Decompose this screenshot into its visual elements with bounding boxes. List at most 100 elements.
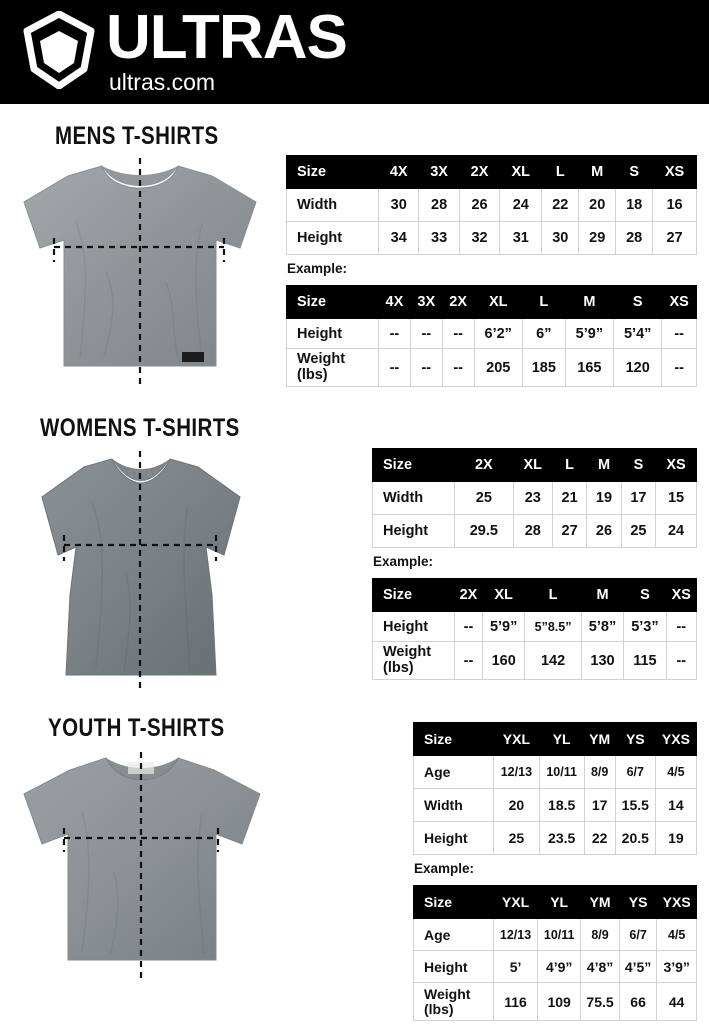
col-header: S: [623, 578, 667, 612]
cell: 4/5: [654, 755, 698, 789]
cell: 26: [586, 514, 622, 548]
cell: 3’9”: [656, 950, 697, 983]
col-header: YXS: [654, 722, 698, 756]
cell: 23.5: [538, 821, 585, 855]
col-header: 3X: [409, 285, 443, 319]
cell: --: [454, 611, 483, 642]
col-header: M: [578, 155, 617, 189]
col-header: YM: [580, 885, 620, 919]
row-label-line2: (lbs): [383, 659, 414, 676]
cell: 75.5: [580, 982, 620, 1021]
cell: 34: [377, 221, 420, 255]
cell: --: [661, 348, 697, 387]
col-header: M: [586, 448, 622, 482]
cell: 26: [458, 188, 501, 222]
brand-website: ultras.com: [109, 68, 216, 95]
brand-name: ULTRAS: [106, 2, 348, 72]
cell: 17: [583, 788, 616, 822]
row-label: Width: [413, 788, 494, 822]
cell: 66: [618, 982, 658, 1021]
cell: 6/7: [618, 918, 658, 951]
row-label-line1: Weight: [424, 985, 471, 1002]
col-header: XL: [512, 448, 553, 482]
col-header: YL: [537, 885, 582, 919]
col-header: Size: [413, 885, 494, 919]
cell: 5’8”: [580, 611, 625, 642]
cell: 10/11: [537, 918, 582, 951]
mens-tshirt-illustration: [6, 152, 274, 392]
table-row: Height -- -- -- 6’2” 6” 5’9” 5’4” --: [286, 318, 697, 349]
col-header: 4X: [378, 285, 411, 319]
col-header: M: [564, 285, 615, 319]
cell: 15.5: [614, 788, 656, 822]
cell: 130: [580, 641, 625, 680]
section-title-mens: MENS T-SHIRTS: [55, 122, 219, 150]
cell: --: [665, 641, 698, 680]
cell: 17: [620, 481, 657, 515]
row-label-line2: (lbs): [424, 1000, 454, 1017]
cell: 5”8.5”: [524, 611, 582, 642]
table-row: Weight (lbs) -- 160 142 130 115 --: [372, 641, 698, 680]
cell: 44: [656, 982, 697, 1021]
mens-example-table: Size 4X 3X 2X XL L M S XS Height -- -- -…: [286, 285, 697, 387]
cell: 5’: [492, 950, 539, 983]
row-label: Height: [372, 611, 455, 642]
cell: 31: [499, 221, 543, 255]
cell: 8/9: [580, 918, 620, 951]
col-header: 3X: [418, 155, 460, 189]
col-header: YS: [618, 885, 658, 919]
row-label-line1: Weight: [297, 351, 346, 368]
col-header: 4X: [377, 155, 420, 189]
col-header: YXL: [493, 722, 540, 756]
cell: 25: [454, 481, 514, 515]
row-label: Width: [286, 188, 379, 222]
col-header: 2X: [454, 578, 483, 612]
table-row: Height 25 23.5 22 20.5 19: [413, 821, 698, 855]
row-label: Height: [413, 821, 494, 855]
col-header: XS: [661, 285, 697, 319]
cell: --: [378, 348, 411, 387]
cell: 29.5: [454, 514, 514, 548]
table-header-row: Size YXL YL YM YS YXS: [413, 885, 697, 919]
cell: --: [409, 348, 443, 387]
table-row: Width 20 18.5 17 15.5 14: [413, 788, 698, 822]
table-row: Age 12/13 10/11 8/9 6/7 4/5: [413, 755, 698, 789]
cell: 12/13: [492, 918, 539, 951]
col-header: YXL: [492, 885, 539, 919]
cell: 5’9”: [481, 611, 526, 642]
cell: 115: [623, 641, 667, 680]
col-header: YXS: [656, 885, 697, 919]
cell: --: [441, 348, 475, 387]
col-header: 2X: [458, 155, 501, 189]
table-header-row: Size 2X XL L M S XS: [372, 578, 698, 612]
cell: 116: [492, 982, 539, 1021]
table-row: Height 5’ 4’9” 4’8” 4’5” 3’9”: [413, 950, 697, 983]
row-label: Height: [286, 318, 379, 349]
cell: 28: [615, 221, 654, 255]
cell: 25: [493, 821, 540, 855]
col-header: S: [615, 155, 654, 189]
cell: 6”: [521, 318, 566, 349]
youth-tshirt-illustration: [10, 748, 272, 990]
cell: 6/7: [614, 755, 656, 789]
mens-tshirt-icon: [23, 158, 257, 384]
row-label: Weight (lbs): [372, 641, 455, 680]
cell: 15: [655, 481, 697, 515]
cell: --: [665, 611, 698, 642]
womens-tshirt-illustration: ULTRAS: [30, 443, 252, 701]
cell: 24: [655, 514, 697, 548]
cell: 22: [541, 188, 580, 222]
cell: 18: [615, 188, 654, 222]
page-header: ULTRAS ultras.com: [0, 0, 709, 104]
table-row: Width 30 28 26 24 22 20 18 16: [286, 188, 697, 222]
shield-pentagon-logo-icon: [23, 10, 95, 89]
col-header: L: [541, 155, 580, 189]
cell: 160: [481, 641, 526, 680]
cell: 4/5: [656, 918, 697, 951]
youth-size-table: Size YXL YL YM YS YXS Age 12/13 10/11 8/…: [413, 722, 698, 855]
cell: 205: [473, 348, 523, 387]
cell: 28: [418, 188, 460, 222]
cell: 20: [578, 188, 617, 222]
youth-example-table: Size YXL YL YM YS YXS Age 12/13 10/11 8/…: [413, 885, 697, 1021]
